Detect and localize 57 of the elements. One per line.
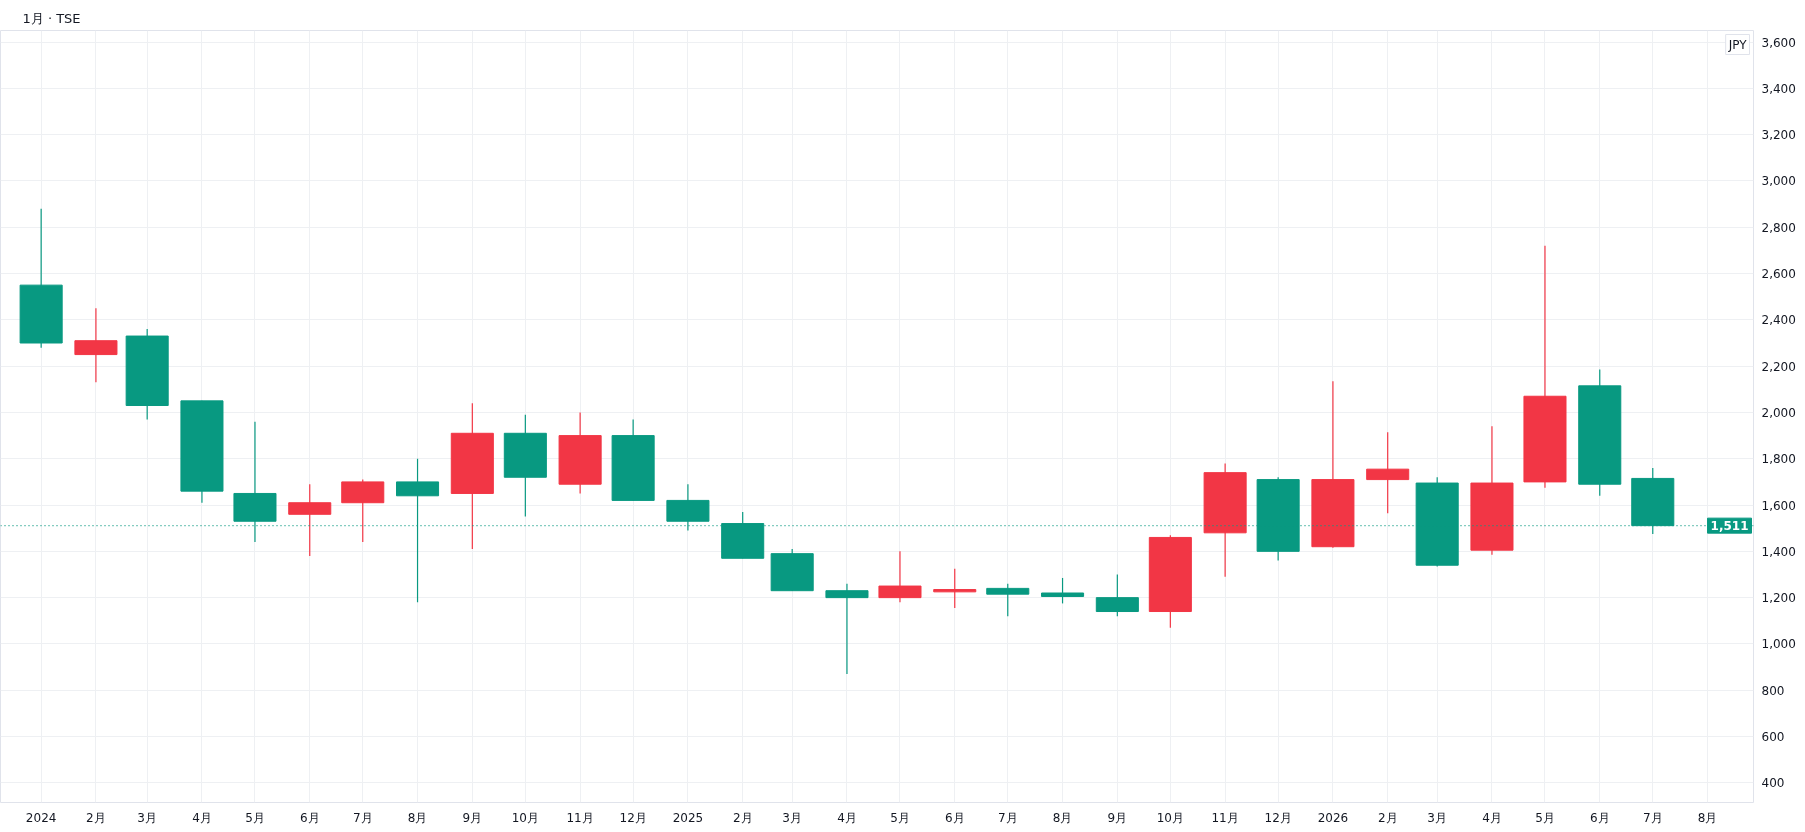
y-tick-label: 600: [1761, 730, 1785, 745]
x-tick-label: 3月: [1427, 810, 1448, 825]
x-tick-label: 10月: [1156, 810, 1184, 825]
y-tick-label: 2,600: [1761, 267, 1796, 282]
x-tick-label: 2月: [732, 810, 753, 825]
x-tick-label: 2月: [1377, 810, 1398, 825]
annotation: JPY: [1727, 37, 1748, 52]
y-tick-label: 3,400: [1761, 81, 1796, 96]
x-tick-label: 5月: [245, 810, 265, 825]
y-tick-label: 3,600: [1761, 35, 1796, 50]
y-tick-label: 3,200: [1761, 128, 1796, 143]
y-tick-label: 2,000: [1761, 405, 1796, 420]
x-tick-label: 2024: [25, 810, 57, 825]
y-tick-label: 1,600: [1761, 498, 1796, 513]
x-tick-label: 4月: [1482, 810, 1502, 825]
y-tick-label: 3,000: [1761, 174, 1796, 189]
chart-title: 1月 · TSE: [22, 10, 81, 26]
x-tick-label: 5月: [1535, 810, 1555, 825]
x-tick-label: 11月: [1211, 810, 1239, 825]
y-tick-label: 2,400: [1761, 313, 1796, 328]
y-tick-label: 1,200: [1761, 591, 1796, 606]
x-tick-label: 12月: [1264, 810, 1292, 825]
y-tick-label: 2,200: [1761, 359, 1796, 374]
x-tick-label: 6月: [299, 810, 320, 825]
x-tick-label: 5月: [890, 810, 910, 825]
candlestick: [825, 583, 869, 675]
candlestick: [1366, 431, 1410, 514]
x-tick-label: 2025: [672, 810, 704, 825]
x-tick-label: 8月: [1697, 810, 1718, 825]
y-tick-label: 400: [1761, 776, 1785, 791]
candlestick: [986, 583, 1030, 617]
y-tick-label: 1,800: [1761, 452, 1796, 467]
x-tick-label: 12月: [619, 810, 647, 825]
x-tick-label: 10月: [511, 810, 539, 825]
x-tick-label: 7月: [1642, 810, 1663, 825]
x-tick-label: 9月: [1107, 810, 1128, 825]
y-tick-label: 1,400: [1761, 544, 1796, 559]
x-tick-label: 3月: [782, 810, 802, 825]
x-tick-label: 6月: [1589, 810, 1610, 825]
x-tick-label: 11月: [566, 810, 594, 825]
x-tick-label: 2月: [86, 810, 106, 825]
ref-line-label: 1,511: [1710, 519, 1749, 534]
x-tick-label: 3月: [137, 810, 157, 825]
y-tick-label: 1,000: [1761, 637, 1796, 652]
x-tick-label: 8月: [1052, 810, 1073, 825]
x-tick-label: 4月: [837, 810, 857, 825]
x-tick-label: 7月: [997, 810, 1018, 825]
candlestick: [933, 568, 977, 609]
x-tick-label: 4月: [192, 810, 212, 825]
x-tick-label: 8月: [407, 810, 428, 825]
x-tick-label: 9月: [462, 810, 483, 825]
x-tick-label: 7月: [352, 810, 373, 825]
y-tick-label: 2,800: [1761, 220, 1796, 235]
candlestick: [1041, 577, 1085, 605]
x-tick-label: 6月: [944, 810, 965, 825]
y-tick-label: 800: [1761, 683, 1785, 698]
x-tick-label: 2026: [1317, 810, 1349, 825]
